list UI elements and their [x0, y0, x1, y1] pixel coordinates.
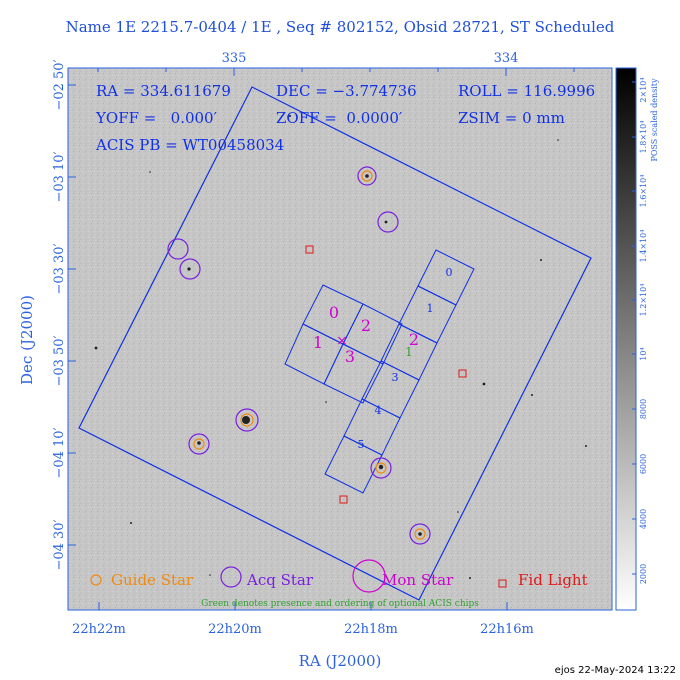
colorbar-tick-8: 1.8×10⁴ [639, 121, 648, 154]
acq-star-circle [188, 433, 210, 455]
left-tick-5: −04 30′ [52, 519, 67, 570]
acis-s-label-5: 5 [358, 438, 365, 451]
acis-s-label-1: 1 [427, 302, 434, 315]
top-tick-marks [97, 68, 575, 76]
guide-star-circle [414, 528, 426, 540]
bottom-tick-marks [98, 602, 508, 610]
field-of-view-box [78, 86, 592, 601]
info-dec: DEC = −3.774736 [276, 82, 417, 100]
colorbar-tick-1: 4000 [639, 509, 648, 529]
left-tick-1: −03 10′ [52, 151, 67, 202]
bottom-tick-1: 22h20m [208, 622, 262, 637]
acis-i-chip-3 [323, 343, 384, 404]
footer-timestamp: ejos 22-May-2024 13:22 [554, 665, 676, 676]
guide-star-circle [361, 170, 373, 182]
colorbar [615, 67, 637, 611]
left-tick-marks [68, 84, 76, 546]
acis-s-label-0: 0 [446, 266, 453, 279]
acis-s-chips [324, 249, 475, 494]
colorbar-tick-5: 1.2×10⁴ [639, 284, 648, 317]
fid-light-square [305, 245, 314, 254]
acq-star-circle [167, 238, 189, 260]
info-zsim: ZSIM = 0 mm [458, 109, 565, 127]
colorbar-tick-7: 1.6×10⁴ [639, 175, 648, 208]
acis-s-label-4: 4 [375, 404, 382, 417]
left-tick-2: −03 30′ [52, 243, 67, 294]
info-yoff: YOFF = 0.000′ [95, 109, 218, 127]
colorbar-tick-4: 10⁴ [639, 347, 648, 360]
guide-star-circle [375, 462, 387, 474]
fid-light-square [339, 495, 348, 504]
left-tick-4: −04 10′ [52, 427, 67, 478]
bottom-tick-3: 22h16m [480, 622, 534, 637]
colorbar-tick-labels: 2000 4000 6000 8000 10⁴ 1.2×10⁴ 1.4×10⁴ … [639, 77, 648, 584]
sky-image [68, 68, 612, 610]
bottom-tick-2: 22h18m [344, 622, 398, 637]
acq-star-circle [409, 523, 431, 545]
acis-s-chip-labels: 0 1 2 3 4 5 [358, 266, 453, 451]
acis-s-label-2: 2 [409, 330, 419, 349]
plot-title: Name 1E 2215.7-0404 / 1E , Seq # 802152,… [65, 18, 615, 36]
colorbar-tick-2: 6000 [639, 454, 648, 474]
colorbar-tick-0: 2000 [639, 564, 648, 584]
acis-i-chips [284, 284, 403, 404]
fid-lights [305, 245, 467, 504]
legend-guide-label: Guide Star [111, 571, 194, 589]
info-ra: RA = 334.611679 [96, 82, 231, 100]
acis-i-chip-labels: 0 1 2 3 [313, 303, 371, 366]
colorbar-label: POSS scaled density [650, 78, 659, 162]
legend-fid-icon [498, 579, 507, 588]
aimpoint-marker-icon: × [336, 333, 348, 349]
info-block: RA = 334.611679 DEC = −3.774736 ROLL = 1… [95, 82, 595, 154]
legend-note: Green denotes presence and ordering of o… [201, 599, 479, 609]
acis-i-label-2: 2 [361, 316, 371, 335]
legend-fid-label: Fid Light [518, 571, 588, 589]
legend-acq-icon [220, 566, 242, 588]
optional-chip-marker: 1 [405, 345, 413, 359]
acis-i-label-3: 3 [345, 347, 355, 366]
colorbar-tick-9: 2×10⁴ [639, 77, 648, 102]
acis-s-label-3: 3 [392, 371, 399, 384]
guide-stars [193, 170, 426, 540]
acis-i-label-1: 1 [313, 333, 323, 352]
left-tick-0: −02 50′ [52, 59, 67, 110]
field-stars [94, 115, 587, 579]
x-axis-label: RA (J2000) [299, 652, 382, 670]
acq-star-circle [370, 457, 392, 479]
legend-acq-label: Acq Star [246, 571, 314, 589]
legend-mon-icon [352, 559, 386, 593]
acq-star-circle [235, 408, 259, 432]
info-acis: ACIS PB = WT00458034 [95, 136, 284, 154]
colorbar-tick-3: 8000 [639, 399, 648, 419]
info-roll: ROLL = 116.9996 [458, 82, 595, 100]
image-frame [67, 67, 613, 611]
acq-star-circle [377, 211, 399, 233]
guide-star-circle [240, 413, 254, 427]
acis-s-chip-5 [324, 435, 383, 494]
acq-stars [167, 166, 431, 545]
acis-i-label-0: 0 [329, 303, 339, 322]
top-tick-334: 334 [494, 51, 519, 66]
guide-star-circle [193, 438, 205, 450]
legend-mon-label: Mon Star [382, 571, 454, 589]
colorbar-ticks [632, 81, 636, 575]
colorbar-tick-6: 1.4×10⁴ [639, 230, 648, 263]
y-axis-label: Dec (J2000) [18, 295, 36, 385]
info-zoff: ZOFF = 0.0000′ [276, 109, 403, 127]
legend-guide-icon [90, 574, 102, 586]
fid-light-square [458, 369, 467, 378]
left-tick-3: −03 50′ [52, 335, 67, 386]
acq-star-circle [179, 258, 201, 280]
bottom-tick-0: 22h22m [72, 622, 126, 637]
acq-star-circle [357, 166, 377, 186]
top-tick-335: 335 [222, 51, 247, 66]
